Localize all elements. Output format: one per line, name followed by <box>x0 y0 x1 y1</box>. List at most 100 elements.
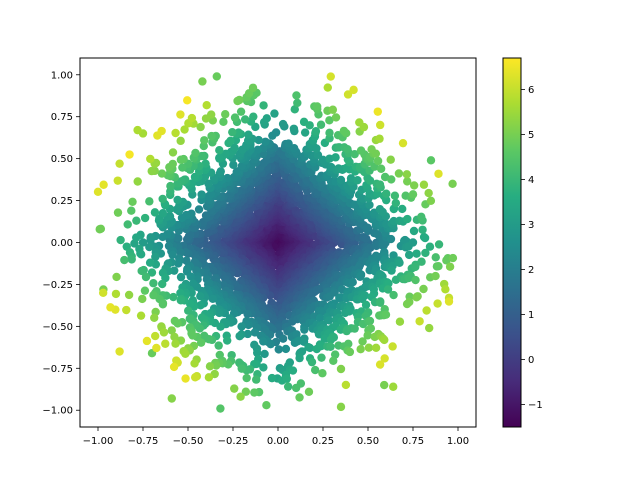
scatter-point <box>417 257 426 266</box>
scatter-point <box>316 120 326 129</box>
scatter-point <box>200 172 210 181</box>
scatter-point <box>196 338 206 347</box>
scatter-point <box>223 336 232 345</box>
scatter-point <box>330 288 339 297</box>
scatter-point <box>252 375 261 384</box>
scatter-point <box>133 125 142 135</box>
scatter-point <box>346 174 356 183</box>
scatter-point <box>336 402 346 412</box>
scatter-point <box>270 109 279 118</box>
scatter-point <box>202 101 211 110</box>
x-tick-label: 0.50 <box>357 436 379 447</box>
scatter-point <box>289 124 299 133</box>
scatter-point <box>425 242 435 251</box>
scatter-point <box>168 159 177 169</box>
scatter-point <box>336 293 345 303</box>
scatter-point <box>243 329 252 339</box>
scatter-point <box>146 154 155 164</box>
scatter-point <box>150 313 159 322</box>
scatter-point <box>169 292 178 302</box>
scatter-point <box>196 291 205 301</box>
scatter-point <box>434 262 443 271</box>
x-tick-label: −0.50 <box>173 436 204 447</box>
scatter-point <box>295 393 304 402</box>
scatter-point <box>395 258 404 267</box>
scatter-point <box>278 334 288 343</box>
scatter-point <box>345 347 355 357</box>
scatter-point <box>128 197 137 206</box>
scatter-point <box>350 324 359 333</box>
scatter-point <box>411 275 420 285</box>
scatter-point <box>237 322 246 331</box>
scatter-point <box>127 255 136 264</box>
scatter-point <box>292 91 301 100</box>
scatter-point <box>349 85 358 95</box>
scatter-point <box>133 177 142 186</box>
scatter-point <box>290 105 299 114</box>
scatter-point <box>260 349 269 359</box>
scatter-point <box>157 126 166 136</box>
scatter-point <box>236 392 245 401</box>
scatter-point <box>418 225 427 234</box>
scatter-point <box>147 268 157 277</box>
scatter-point <box>350 149 359 159</box>
scatter-point <box>237 364 246 373</box>
scatter-point <box>282 374 292 383</box>
scatter-point <box>173 179 182 188</box>
scatter-point <box>168 148 178 157</box>
y-tick-label: −0.75 <box>42 364 73 375</box>
scatter-point <box>336 175 346 185</box>
scatter-point <box>365 316 375 326</box>
scatter-point <box>278 119 288 129</box>
scatter-point <box>230 113 240 122</box>
scatter-point <box>145 242 154 252</box>
scatter-point <box>384 279 393 288</box>
scatter-point <box>187 113 197 123</box>
scatter-point <box>212 72 221 81</box>
scatter-point <box>325 128 334 138</box>
colorbar-tick-label: 2 <box>528 265 534 276</box>
scatter-point <box>115 347 124 356</box>
y-tick-label: 0.50 <box>51 154 73 165</box>
scatter-point <box>345 307 354 316</box>
y-tick-label: 0.00 <box>51 238 73 249</box>
scatter-point <box>448 253 458 263</box>
x-axis: −1.00 −0.75 −0.50 −0.25 0.00 0.25 0.50 0.75 1.00 <box>83 427 469 447</box>
scatter-point <box>262 401 271 410</box>
scatter-point <box>123 220 132 229</box>
scatter-point <box>448 179 457 188</box>
scatter-point <box>329 333 339 342</box>
scatter-point <box>180 125 189 134</box>
scatter-point <box>391 198 401 208</box>
scatter-point <box>331 113 341 122</box>
scatter-point <box>394 169 404 178</box>
scatter-point <box>403 177 412 186</box>
scatter-point <box>395 317 405 326</box>
scatter-point <box>197 190 206 199</box>
scatter-point <box>412 249 421 258</box>
scatter-point <box>325 116 334 125</box>
scatter-point <box>98 288 108 298</box>
scatter-point <box>283 382 293 391</box>
scatter-point <box>355 118 364 127</box>
scatter-point <box>420 233 430 243</box>
scatter-point <box>417 212 426 222</box>
scatter-point <box>431 271 440 281</box>
scatter-point <box>124 290 134 300</box>
scatter-point <box>409 181 419 190</box>
scatter-point <box>426 156 436 165</box>
scatter-point <box>151 331 160 341</box>
scatter-point <box>127 206 136 215</box>
scatter-point <box>375 204 385 214</box>
scatter-point <box>181 374 190 383</box>
scatter-point <box>185 314 195 323</box>
scatter-point <box>158 300 168 309</box>
scatter-point <box>93 187 103 196</box>
scatter-point <box>188 331 197 340</box>
scatter-point <box>228 127 237 137</box>
scatter-point <box>419 180 429 189</box>
scatter-point <box>331 153 340 162</box>
scatter-point <box>320 334 329 343</box>
y-axis: −1.00 −0.75 −0.50 −0.25 0.00 0.25 0.50 0.75 1.00 <box>42 70 80 417</box>
scatter-point <box>434 240 444 249</box>
